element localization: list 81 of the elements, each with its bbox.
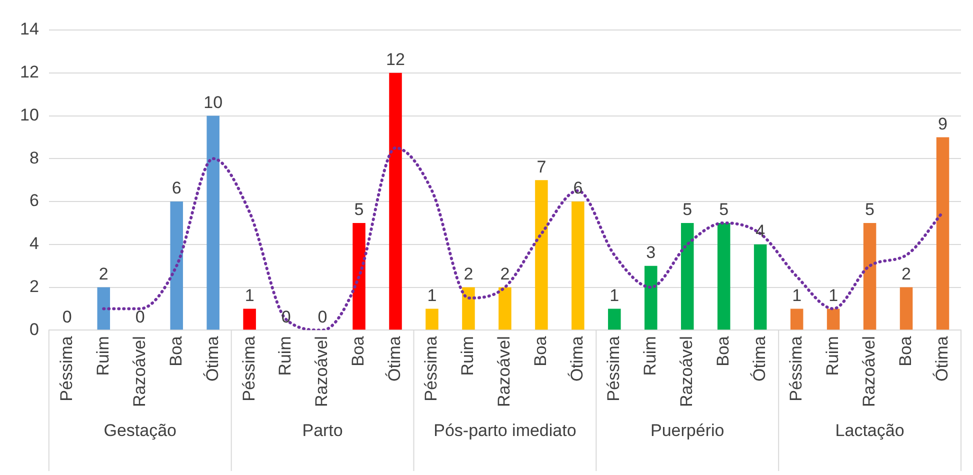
y-tick-label: 12 [20,62,39,82]
data-label: 1 [610,286,620,305]
y-tick-label: 8 [29,148,39,168]
bar [717,222,730,330]
x-tick-label: Péssima [422,336,441,402]
data-label: 2 [464,264,474,284]
data-label: 9 [938,114,948,134]
x-tick-label: Boa [348,336,368,366]
bar [572,202,584,330]
y-tick-label: 4 [29,234,39,254]
x-tick-label: Boa [896,336,915,366]
data-label: 0 [62,307,72,326]
data-label: 1 [828,286,838,305]
text: Lactação [835,421,904,440]
bar [754,244,767,330]
y-tick-label: 6 [29,191,39,210]
bar [426,308,438,330]
data-label: 5 [719,200,729,220]
text: Puerpério [650,421,724,440]
data-label: 2 [500,264,510,284]
data-label: 0 [318,307,328,326]
bar [170,202,183,330]
data-label: 5 [682,200,692,220]
x-tick-label: Ruim [276,336,295,376]
x-tick-label: Ruim [822,336,842,376]
bar [352,222,366,330]
bar [97,287,110,330]
x-tick-label: Ótima [385,336,404,382]
text: Pós-parto imediato [434,421,576,440]
x-tick-label: Péssima [604,336,624,402]
x-tick-label: Ruim [640,336,660,376]
data-label: 2 [98,264,108,284]
x-tick-label: Razoável [130,336,149,408]
x-tick-label: Razoável [677,336,696,408]
x-tick-label: Boa [531,336,550,366]
y-tick-label: 0 [29,320,39,339]
y-tick-label: 2 [29,276,39,296]
text: Parto [302,421,343,440]
data-label: 6 [172,178,182,198]
data-label: 10 [204,92,223,112]
bar [680,222,694,330]
bar [863,222,876,330]
y-tick-label: 14 [20,20,39,39]
bar [462,287,475,330]
x-tick-label: Péssima [239,336,258,402]
x-tick-label: Ótima [932,336,952,382]
bar [900,287,913,330]
x-tick-label: Ótima [568,336,587,382]
bar [498,287,512,330]
data-label: 1 [244,286,254,305]
data-label: 0 [135,307,145,326]
bar [535,180,548,330]
data-label: 5 [354,200,364,220]
data-label: 12 [386,50,405,70]
y-tick-label: 10 [20,105,39,124]
data-label: 1 [427,286,437,305]
data-label: 3 [646,243,656,262]
bar [644,266,658,330]
x-tick-label: Razoável [859,336,878,408]
bar [206,116,220,330]
x-tick-label: Péssima [786,336,806,402]
x-tick-label: Péssima [56,336,76,402]
bar [389,72,402,330]
x-tick-label: Razoável [312,336,332,408]
bar [790,308,804,330]
x-tick-label: Boa [714,336,733,366]
x-tick-label: Razoável [494,336,514,408]
bar [826,308,840,330]
x-tick-label: Boa [166,336,186,366]
data-label: 2 [902,264,912,284]
x-tick-label: Ruim [93,336,112,376]
data-label: 7 [536,157,546,176]
x-tick-label: Ótima [202,336,222,382]
text: Gestação [104,421,176,440]
bar [936,137,950,330]
data-label: 5 [865,200,875,220]
x-tick-label: Ruim [458,336,478,376]
x-tick-label: Ótima [750,336,770,382]
bar [608,308,621,330]
bar [243,308,256,330]
data-label: 1 [792,286,802,305]
